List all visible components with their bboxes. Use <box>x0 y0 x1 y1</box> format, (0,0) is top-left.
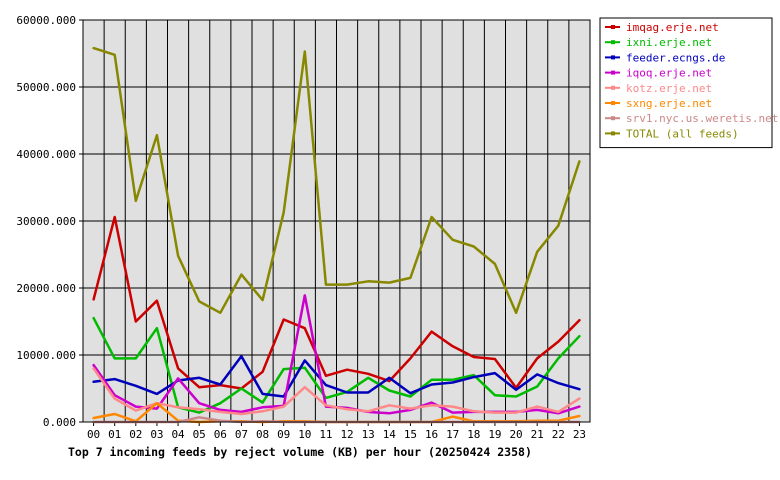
x-tick-label: 13 <box>362 428 375 441</box>
legend-marker <box>611 101 615 105</box>
x-tick-label: 05 <box>193 428 206 441</box>
x-tick-label: 20 <box>509 428 522 441</box>
legend-marker <box>611 25 615 29</box>
legend-box <box>599 17 773 149</box>
y-tick-label: 60000.000 <box>16 14 76 27</box>
chart-title: Top 7 incoming feeds by reject volume (K… <box>68 445 532 459</box>
x-tick-label: 06 <box>214 428 227 441</box>
y-tick-label: 40000.000 <box>16 148 76 161</box>
x-tick-label: 16 <box>425 428 438 441</box>
x-tick-label: 14 <box>383 428 397 441</box>
x-tick-label: 04 <box>171 428 185 441</box>
x-tick-label: 07 <box>235 428 248 441</box>
legend-label: srv1.nyc.us.weretis.net <box>626 112 778 125</box>
x-tick-label: 12 <box>340 428 353 441</box>
y-tick-label: 30000.000 <box>16 215 76 228</box>
x-tick-label: 08 <box>256 428 269 441</box>
legend-label: feeder.ecngs.de <box>626 51 725 64</box>
plot-border <box>82 19 591 423</box>
x-tick-label: 10 <box>298 428 311 441</box>
legend-marker <box>611 85 615 90</box>
series-line-4 <box>92 367 581 416</box>
legend: imqag.erje.net ixni.erje.net feeder.ecngs.… <box>599 17 778 149</box>
grid <box>83 19 590 423</box>
legend-marker <box>611 70 615 75</box>
x-tick-label: 22 <box>552 428 565 441</box>
series-line-1 <box>92 316 581 414</box>
legend-label: imqag.erje.net <box>626 21 719 34</box>
legend-label: TOTAL (all feeds) <box>626 127 739 140</box>
x-tick-label: 09 <box>277 428 290 441</box>
x-axis: 00 01 02 03 04 05 06 07 08 09 10 11 12 13 14 15 16 17 18 19… <box>87 422 586 441</box>
legend-label: iqoq.erje.net <box>626 67 712 80</box>
x-tick-label: 11 <box>319 428 332 441</box>
y-tick-label: 0.000 <box>43 416 76 429</box>
x-tick-label: 15 <box>404 428 417 441</box>
legend-label: sxng.erje.net <box>626 97 712 110</box>
x-tick-label: 03 <box>150 428 163 441</box>
y-tick-label: 10000.000 <box>16 349 76 362</box>
series-line-0 <box>92 215 581 390</box>
legend-marker <box>611 131 615 136</box>
series-line-7 <box>92 46 581 315</box>
legend-marker <box>611 116 615 121</box>
x-tick-label: 17 <box>446 428 459 441</box>
x-tick-label: 01 <box>108 428 121 441</box>
legend-label: ixni.erje.net <box>626 36 712 49</box>
y-tick-label: 50000.000 <box>16 81 76 94</box>
legend-marker <box>611 55 615 60</box>
x-tick-label: 02 <box>129 428 142 441</box>
x-tick-label: 00 <box>87 428 100 441</box>
y-axis: 0.000 10000.000 20000.000 30000.000 40000.00… <box>16 14 83 429</box>
x-tick-label: 18 <box>467 428 480 441</box>
legend-marker <box>611 40 615 45</box>
y-tick-label: 20000.000 <box>16 282 76 295</box>
legend-label: kotz.erje.net <box>626 82 712 95</box>
x-tick-label: 19 <box>488 428 501 441</box>
x-tick-label: 21 <box>531 428 544 441</box>
x-tick-label: 23 <box>573 428 586 441</box>
